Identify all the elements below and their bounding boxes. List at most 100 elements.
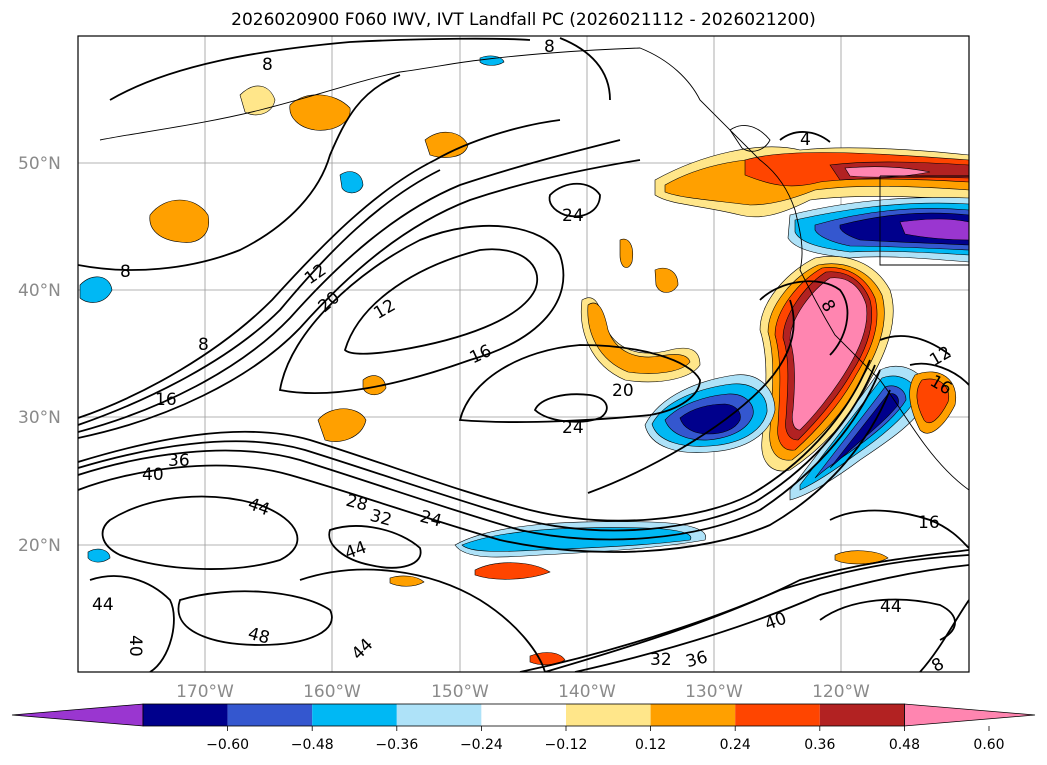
contour-8-west bbox=[78, 74, 401, 271]
colorbar-tick-label: 0.36 bbox=[804, 737, 835, 753]
colorbar-tick-label: −0.48 bbox=[291, 737, 334, 753]
contour-24-east bbox=[548, 182, 601, 218]
contour-48 bbox=[177, 590, 333, 646]
clabel-4: 4 bbox=[800, 130, 811, 150]
contour-44-d bbox=[299, 568, 546, 672]
coast-alaska bbox=[99, 47, 796, 211]
shade-small-12 bbox=[529, 652, 566, 666]
colorbar-tick-label: −0.12 bbox=[545, 737, 588, 753]
contour-44-a bbox=[101, 495, 299, 570]
contour-36-south bbox=[544, 549, 969, 672]
shade-cp-navy bbox=[679, 403, 741, 435]
lat-label-40n: 40°N bbox=[18, 281, 61, 301]
clabel-20-b: 20 bbox=[612, 381, 634, 401]
contour-12-ca bbox=[879, 335, 951, 356]
contour-8-ca bbox=[759, 280, 849, 356]
clabel-8-b: 8 bbox=[544, 37, 555, 57]
shade-small-15 bbox=[389, 575, 425, 587]
contour-8-north bbox=[109, 37, 531, 101]
clabel-36: 36 bbox=[168, 451, 190, 471]
contour-32-south bbox=[519, 554, 969, 672]
colorbar-outline bbox=[142, 703, 905, 727]
clabel-44-e: 44 bbox=[880, 597, 902, 617]
contour-16-a bbox=[78, 139, 621, 433]
shade-st-blue bbox=[461, 527, 692, 552]
colorbar-segment bbox=[481, 704, 566, 726]
contour-20-a bbox=[78, 159, 641, 439]
shade-small-1 bbox=[149, 199, 209, 243]
contour-44-b bbox=[328, 525, 422, 569]
shade-ca-neg-navy bbox=[829, 393, 899, 469]
contour-16-east bbox=[829, 509, 969, 549]
contour-24-south bbox=[587, 299, 795, 494]
lon-label-150w: 150°W bbox=[431, 682, 489, 702]
colorbar-segment bbox=[566, 704, 651, 726]
colorbar-segment bbox=[227, 704, 313, 726]
colorbar-tick-label: −0.36 bbox=[375, 737, 418, 753]
shade-small-13 bbox=[87, 548, 111, 563]
shade-small-3 bbox=[289, 94, 351, 131]
contour-40 bbox=[78, 389, 891, 553]
clabel-40: 40 bbox=[142, 465, 164, 485]
colorbar-extend-high bbox=[904, 703, 1036, 727]
lon-label-140w: 140°W bbox=[558, 682, 616, 702]
lon-label-120w: 120°W bbox=[812, 682, 870, 702]
clabel-8-a: 8 bbox=[262, 55, 273, 75]
colorbar-segment bbox=[312, 704, 397, 726]
shade-nw-purple bbox=[899, 218, 969, 241]
shade-ca-coast-red bbox=[916, 378, 950, 424]
shade-small-9 bbox=[654, 267, 679, 293]
shade-small-16 bbox=[619, 238, 633, 268]
colorbar: −0.60 −0.48 −0.36 −0.24 −0.12 0.12 0.24 0.36 0.4… bbox=[11, 703, 1036, 753]
colorbar-tick-label: −0.60 bbox=[206, 737, 249, 753]
lon-label-160w: 160°W bbox=[303, 682, 361, 702]
colorbar-extend-low bbox=[11, 703, 144, 727]
contour-8-top bbox=[559, 37, 611, 101]
contour-4-nw bbox=[779, 131, 831, 143]
colorbar-segment bbox=[650, 704, 736, 726]
lat-label-20n: 20°N bbox=[18, 536, 61, 556]
shade-small-5 bbox=[339, 171, 364, 194]
coast-bc-islands bbox=[729, 125, 771, 152]
lat-label-30n: 30°N bbox=[18, 408, 61, 428]
iwv-contours bbox=[78, 37, 969, 672]
map-frame bbox=[77, 35, 970, 673]
coast-hawaii-box bbox=[879, 175, 969, 266]
clabel-24-b: 24 bbox=[562, 418, 584, 438]
colorbar-tick-label: 0.60 bbox=[973, 737, 1004, 753]
contour-inner-16 bbox=[278, 224, 565, 395]
clabel-16-c: 16 bbox=[918, 513, 940, 533]
lat-labels: 50°N 40°N 30°N 20°N bbox=[18, 154, 61, 556]
coast-na-west bbox=[794, 209, 969, 491]
contour-24-mid bbox=[533, 393, 608, 423]
contour-inner-12 bbox=[343, 248, 538, 355]
lat-label-50n: 50°N bbox=[18, 154, 61, 174]
map-title: 2026020900 F060 IWV, IVT Landfall PC (20… bbox=[231, 10, 816, 30]
contour-20-mid bbox=[458, 344, 701, 423]
shade-small-8 bbox=[474, 562, 551, 580]
clabel-8-d: 8 bbox=[198, 335, 209, 355]
coastlines bbox=[99, 47, 969, 491]
clabel-40-b: 40 bbox=[125, 635, 145, 657]
clabel-8-c: 8 bbox=[120, 262, 131, 282]
ivt-shading bbox=[79, 55, 969, 666]
colorbar-tick-label: 0.12 bbox=[635, 737, 666, 753]
lon-labels: 170°W 160°W 150°W 140°W 130°W 120°W bbox=[176, 682, 870, 702]
shade-small-10 bbox=[79, 276, 113, 303]
clabel-24-a: 24 bbox=[562, 206, 584, 226]
lon-label-170w: 170°W bbox=[176, 682, 234, 702]
contour-12-a bbox=[78, 169, 441, 426]
contour-36 bbox=[78, 369, 881, 541]
contour-40-south bbox=[574, 564, 969, 672]
contour-16-ca bbox=[909, 362, 969, 386]
shade-small-6 bbox=[317, 408, 367, 442]
contour-44-c bbox=[89, 575, 175, 672]
contour-44-east bbox=[819, 598, 956, 641]
shade-small-11 bbox=[834, 550, 889, 565]
colorbar-tick-label: −0.24 bbox=[460, 737, 503, 753]
colorbar-tick-label: 0.48 bbox=[889, 737, 920, 753]
colorbar-segment bbox=[819, 704, 905, 726]
lon-label-130w: 130°W bbox=[685, 682, 743, 702]
colorbar-tick-label: 0.24 bbox=[720, 737, 751, 753]
